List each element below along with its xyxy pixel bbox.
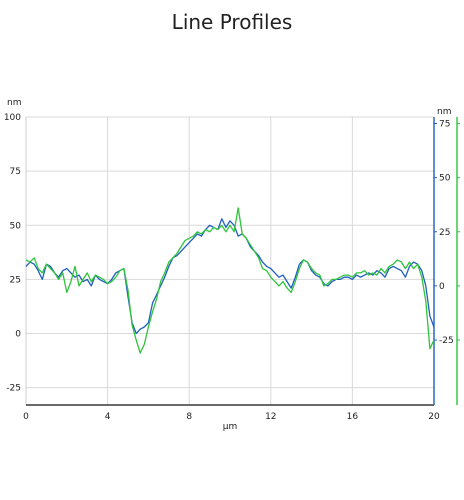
right-blue-tick-label-4: 75 (439, 119, 450, 129)
x-tick-label-0: 0 (23, 412, 29, 422)
x-tick-label-5: 20 (428, 412, 440, 422)
left-tick-label-1: 0 (15, 330, 21, 340)
right-blue-tick-label-1: 0 (439, 282, 445, 292)
left-axis-unit: nm (7, 98, 21, 108)
x-tick-label-4: 16 (347, 412, 359, 422)
left-tick-label-5: 100 (4, 113, 21, 123)
right-blue-tick-label-0: -25 (439, 336, 454, 346)
left-tick-label-3: 50 (10, 221, 22, 231)
right-blue-tick-label-2: 25 (439, 228, 450, 238)
left-y-axis: -25 0 25 50 75 100 (4, 113, 27, 405)
x-axis-label: μm (223, 422, 238, 432)
x-tick-label-1: 4 (105, 412, 111, 422)
series-layer (25, 207, 435, 354)
x-tick-label-3: 12 (265, 412, 276, 422)
left-tick-label-2: 25 (10, 275, 21, 285)
series-line-0 (25, 218, 435, 335)
chart-title: Line Profiles (171, 10, 293, 34)
x-tick-label-2: 8 (186, 412, 192, 422)
right-y-axis-green (456, 117, 460, 405)
x-axis: 0 4 8 12 16 20 (23, 404, 440, 422)
right-axis-unit: nm (437, 107, 451, 117)
right-blue-tick-label-3: 50 (439, 174, 451, 184)
left-tick-label-4: 75 (10, 167, 21, 177)
left-tick-label-0: -25 (6, 384, 21, 394)
right-y-axis-blue: -25 0 25 50 75 (433, 117, 454, 405)
grid-lines (25, 116, 435, 405)
series-line-1 (25, 207, 435, 354)
